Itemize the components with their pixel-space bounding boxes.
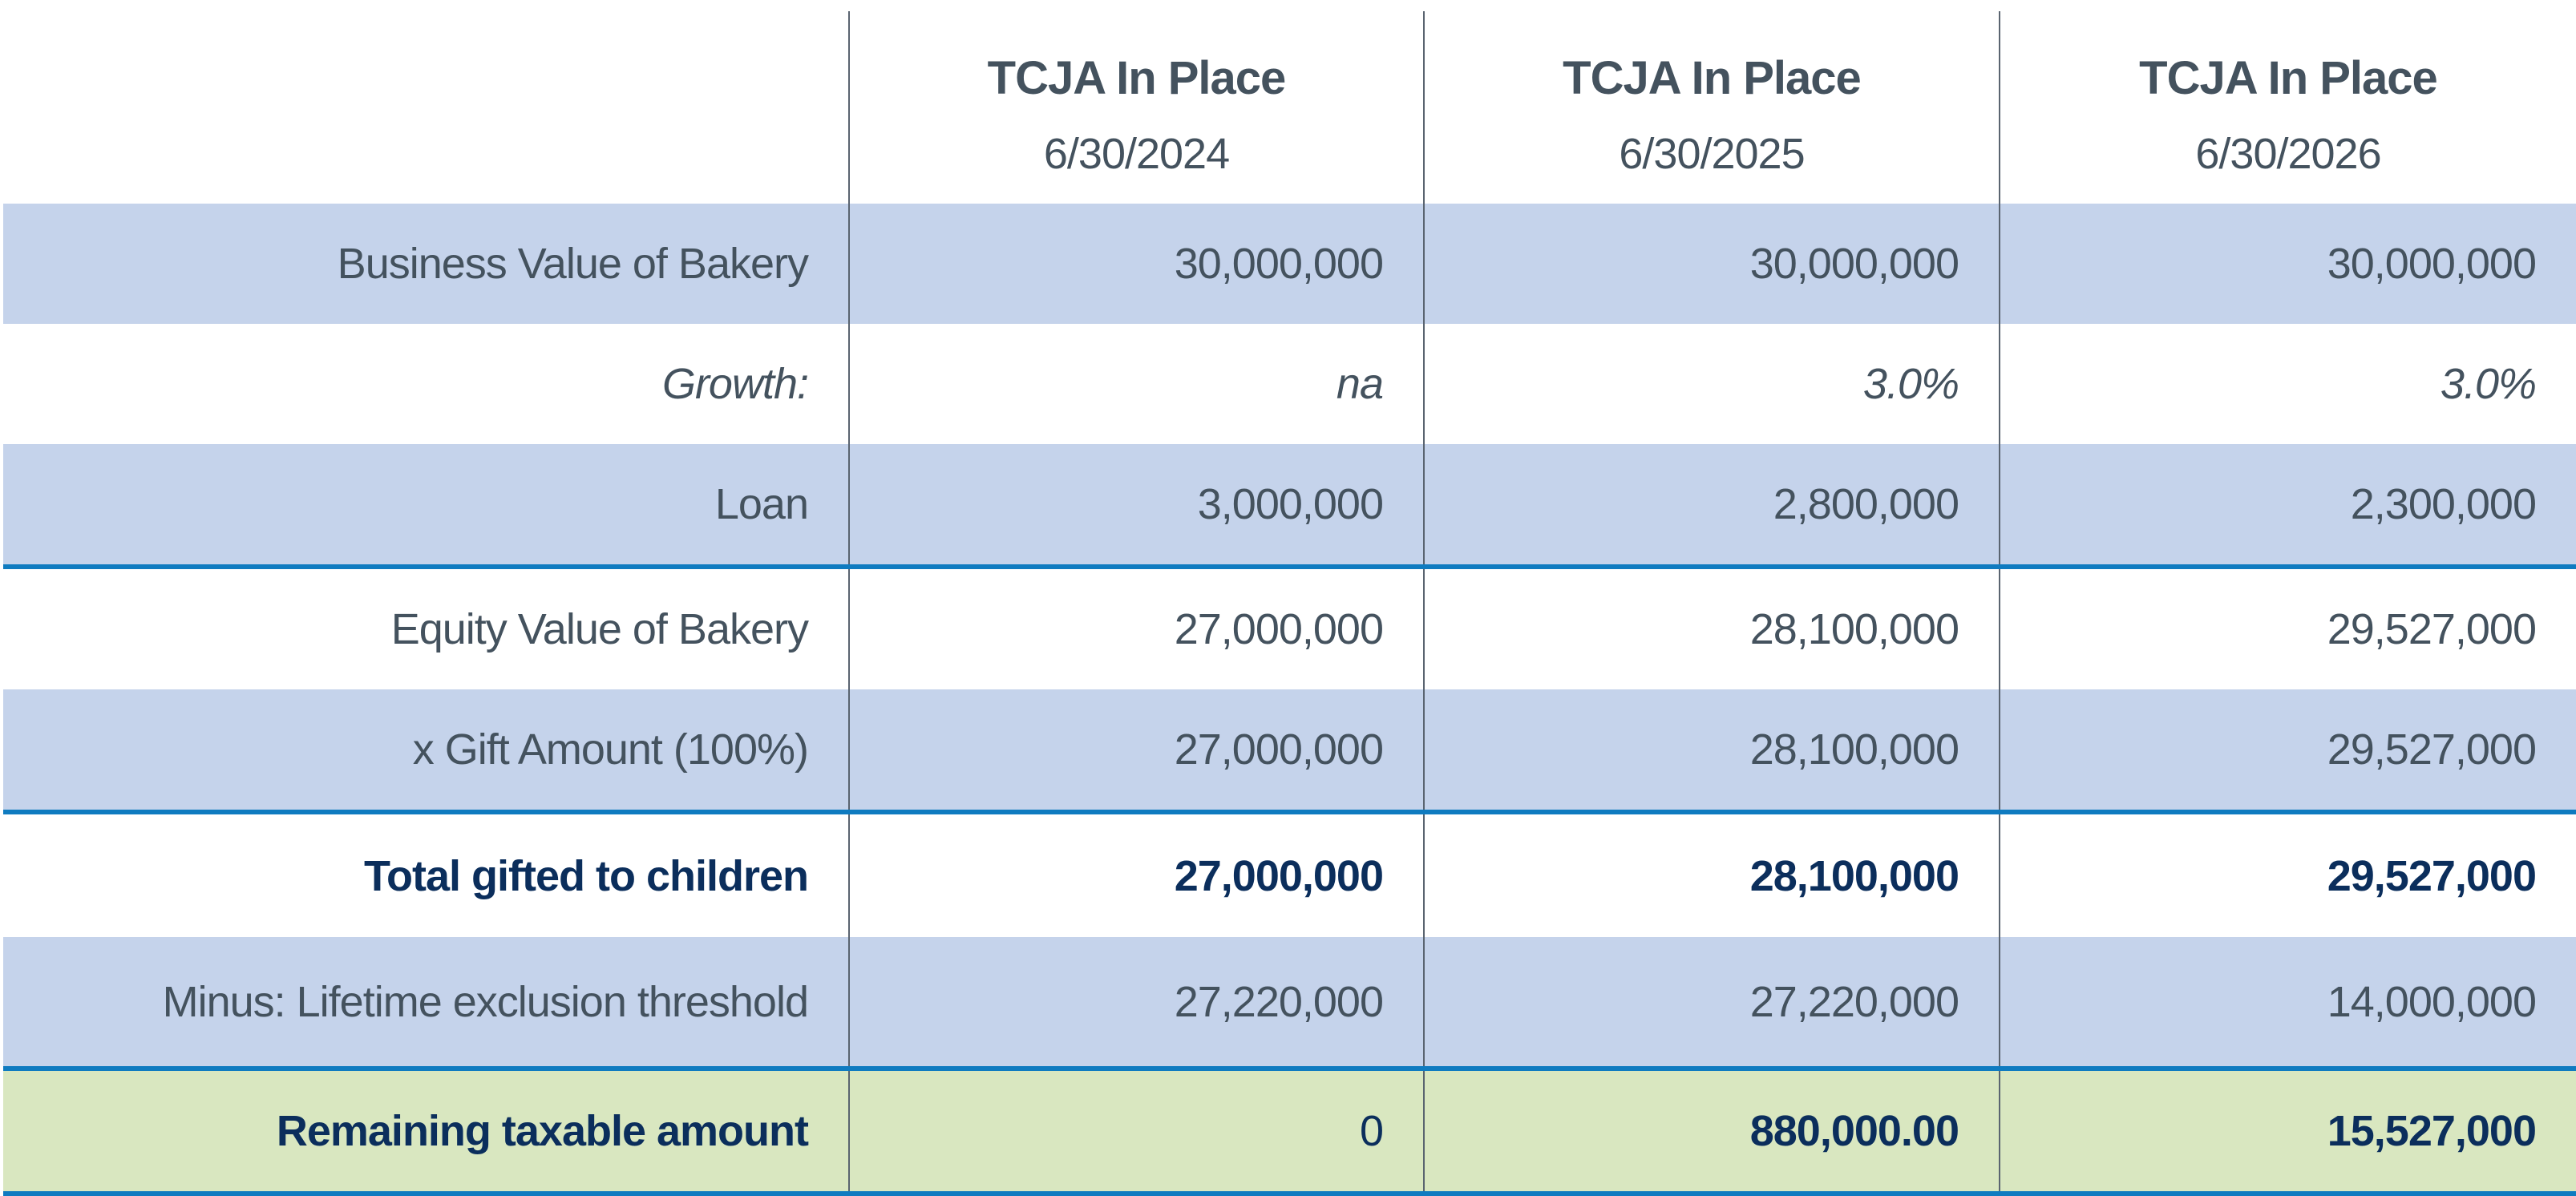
row-business-value: Business Value of Bakery 30,000,000 30,0… [3,204,2576,324]
cell: 3,000,000 [848,444,1424,569]
column-header: TCJA In Place 6/30/2025 [1423,11,2000,204]
column-header: TCJA In Place 6/30/2026 [1999,11,2576,204]
row-gift-amount: x Gift Amount (100%) 27,000,000 28,100,0… [3,689,2576,814]
cell: 3.0% [1999,324,2576,444]
cell: 29,527,000 [1999,567,2576,689]
row-label: Minus: Lifetime exclusion threshold [3,937,849,1071]
row-exclusion-threshold: Minus: Lifetime exclusion threshold 27,2… [3,937,2576,1071]
row-equity-value: Equity Value of Bakery 27,000,000 28,100… [3,567,2576,689]
row-label: Equity Value of Bakery [3,567,849,689]
row-label: x Gift Amount (100%) [3,689,849,814]
cell: 29,527,000 [1999,812,2576,937]
header-row: TCJA In Place 6/30/2024 TCJA In Place 6/30… [3,11,2576,204]
row-loan: Loan 3,000,000 2,800,000 2,300,000 [3,444,2576,569]
gift-tax-table: TCJA In Place 6/30/2024 TCJA In Place 6/30… [3,11,2576,1196]
row-label: Loan [3,444,849,569]
cell: 28,100,000 [1423,689,2000,814]
column-header: TCJA In Place 6/30/2024 [848,11,1424,204]
cell: 3.0% [1423,324,2000,444]
cell: 30,000,000 [1999,204,2576,324]
cell: 880,000.00 [1423,1069,2000,1196]
cell: 27,220,000 [1423,937,2000,1071]
row-total-gifted: Total gifted to children 27,000,000 28,1… [3,812,2576,937]
cell: 28,100,000 [1423,567,2000,689]
cell: 15,527,000 [1999,1069,2576,1196]
row-remaining-taxable: Remaining taxable amount 0 880,000.00 15… [3,1069,2576,1196]
cell: 14,000,000 [1999,937,2576,1071]
cell: 29,527,000 [1999,689,2576,814]
cell: 30,000,000 [1423,204,2000,324]
cell: 2,300,000 [1999,444,2576,569]
cell: 30,000,000 [848,204,1424,324]
row-label: Remaining taxable amount [3,1069,849,1196]
row-label: Total gifted to children [3,812,849,937]
cell: 2,800,000 [1423,444,2000,569]
row-label: Business Value of Bakery [3,204,849,324]
cell: 27,000,000 [848,567,1424,689]
cell: na [848,324,1424,444]
cell: 28,100,000 [1423,812,2000,937]
header-blank [3,11,849,204]
cell: 27,000,000 [848,812,1424,937]
row-growth: Growth: na 3.0% 3.0% [3,324,2576,444]
cell: 0 [848,1069,1424,1196]
cell: 27,220,000 [848,937,1424,1071]
row-label: Growth: [3,324,849,444]
cell: 27,000,000 [848,689,1424,814]
